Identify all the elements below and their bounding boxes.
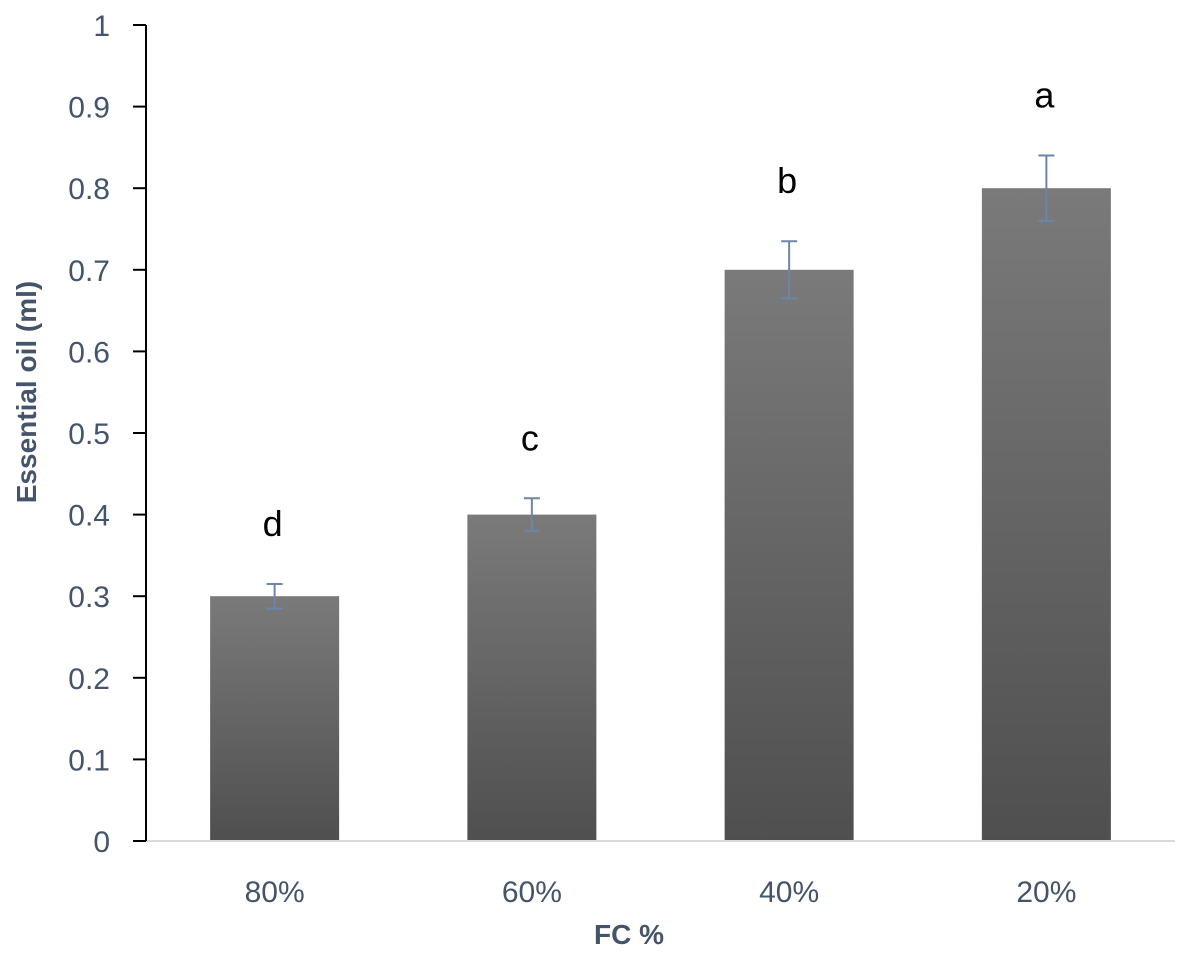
- significance-letter: d: [263, 503, 283, 544]
- significance-letter: a: [1034, 75, 1055, 116]
- y-axis-ticks: 0 0.1 0.2 0.3 0.4 0.5 0.6 0.7 0.8 0.9 1: [68, 10, 146, 859]
- y-axis-title: Essential oil (ml): [11, 281, 42, 504]
- x-tick-label: 60%: [502, 876, 562, 909]
- significance-letter: c: [521, 417, 539, 458]
- bar-20pct: [981, 188, 1111, 841]
- error-bars: [266, 154, 1055, 610]
- x-tick-label: 40%: [759, 876, 819, 909]
- x-tick-label: 20%: [1016, 876, 1076, 909]
- y-tick-label: 0.3: [68, 581, 110, 614]
- y-tick-label: 0.4: [68, 500, 110, 533]
- y-tick-label: 0.7: [68, 255, 110, 288]
- y-tick-label: 0.5: [68, 418, 110, 451]
- bar-60pct: [467, 514, 597, 841]
- y-tick-label: 0.2: [68, 663, 110, 696]
- y-tick-label: 1: [93, 10, 110, 43]
- bar-80pct: [210, 596, 340, 841]
- x-tick-label: 80%: [245, 876, 305, 909]
- x-axis-ticks: 80% 60% 40% 20%: [245, 876, 1077, 909]
- x-axis-title: FC %: [594, 919, 664, 950]
- significance-letter: b: [777, 160, 797, 201]
- y-tick-label: 0: [93, 826, 110, 859]
- y-tick-label: 0.9: [68, 92, 110, 125]
- significance-letters: d c b a: [263, 75, 1056, 544]
- bar-40pct: [724, 269, 854, 841]
- y-tick-label: 0.6: [68, 336, 110, 369]
- y-tick-label: 0.8: [68, 173, 110, 206]
- bars: [210, 188, 1111, 841]
- y-tick-label: 0.1: [68, 744, 110, 777]
